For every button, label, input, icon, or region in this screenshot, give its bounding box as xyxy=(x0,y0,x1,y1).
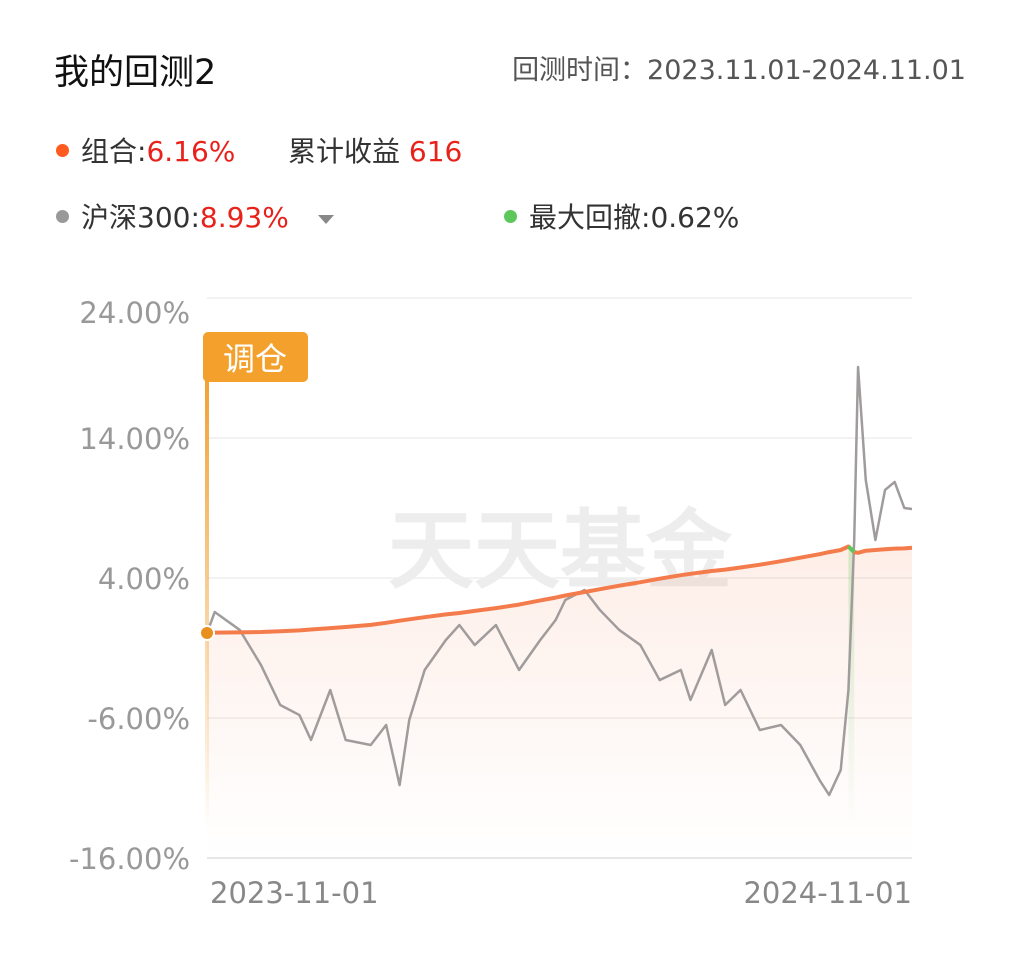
legend-dot xyxy=(56,143,69,157)
title: 我的回测2 xyxy=(54,53,217,93)
x-tick-label: 2024-11-01 xyxy=(743,876,912,910)
y-tick-label: 14.00% xyxy=(79,422,190,456)
rebalance-line xyxy=(205,370,209,830)
drawdown-value: 0.62% xyxy=(650,201,740,234)
y-tick-label: -6.00% xyxy=(87,702,190,736)
cumulative-value: 616 xyxy=(408,135,463,168)
y-tick-label: 24.00% xyxy=(79,296,190,330)
legend-label: 沪深300: xyxy=(81,201,200,234)
cumulative-label: 累计收益 xyxy=(288,135,401,168)
legend-label: 组合: xyxy=(81,135,147,168)
drawdown-label: 最大回撤: xyxy=(529,201,651,234)
legend-dot xyxy=(56,209,69,223)
drawdown-area xyxy=(848,546,855,828)
dropdown[interactable] xyxy=(317,214,334,224)
legend-row: 最大回撤:0.62% xyxy=(504,196,739,236)
legend-value: 8.93% xyxy=(199,201,289,234)
series-line xyxy=(205,365,913,797)
rebalance-tag-bg xyxy=(203,332,308,382)
legend-row: 沪深300:8.93% xyxy=(56,196,334,236)
start-dot xyxy=(199,625,215,642)
rebalance-tag: 调仓 xyxy=(223,340,287,378)
y-tick-label: -16.00% xyxy=(69,842,190,876)
legend-row: 组合:6.16% xyxy=(56,130,235,170)
y-tick-label: 4.00% xyxy=(98,562,190,596)
legend-row: 累计收益 616 xyxy=(288,130,462,170)
legend-dot xyxy=(504,209,517,223)
drawdown-line xyxy=(847,545,856,554)
period: 回测时间：2023.11.01-2024.11.01 xyxy=(512,55,966,86)
x-tick-label: 2023-11-01 xyxy=(210,876,379,910)
legend-value: 6.16% xyxy=(146,135,236,168)
